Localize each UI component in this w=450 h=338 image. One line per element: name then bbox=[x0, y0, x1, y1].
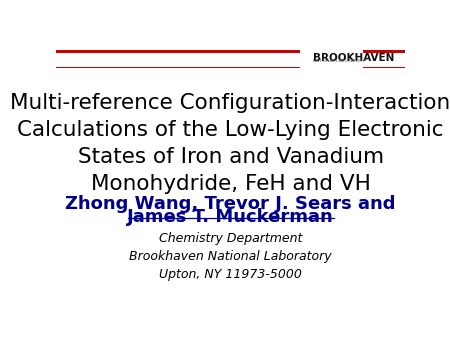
Text: Zhong Wang, Trevor J. Sears and: Zhong Wang, Trevor J. Sears and bbox=[65, 195, 396, 213]
Bar bbox=[56, 67, 301, 68]
Text: Chemistry Department
Brookhaven National Laboratory
Upton, NY 11973-5000: Chemistry Department Brookhaven National… bbox=[129, 232, 332, 281]
Text: Multi-reference Configuration-Interaction
Calculations of the Low-Lying Electron: Multi-reference Configuration-Interactio… bbox=[10, 93, 450, 194]
Bar bbox=[301, 50, 405, 68]
Bar bbox=[56, 50, 301, 53]
Text: BROOKHAVEN: BROOKHAVEN bbox=[313, 53, 394, 63]
Bar bbox=[363, 50, 405, 53]
Text: NATIONAL LABORATORY: NATIONAL LABORATORY bbox=[313, 59, 365, 63]
Text: James T. Muckerman: James T. Muckerman bbox=[127, 208, 334, 226]
Bar bbox=[363, 67, 405, 68]
